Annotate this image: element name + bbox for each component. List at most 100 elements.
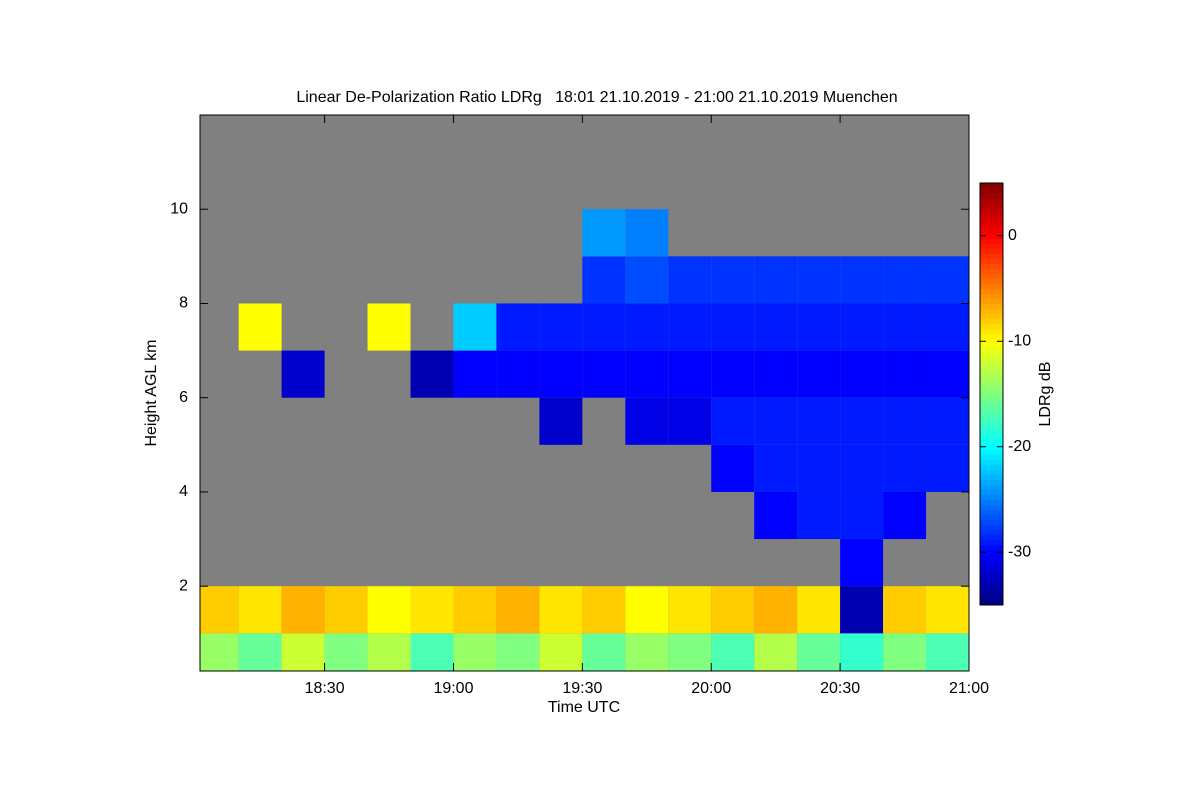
colorbar-step [980,579,1003,586]
heatmap-cell [281,633,325,671]
colorbar-step [980,183,1003,189]
heatmap-cell [926,397,969,445]
colorbar-step [980,348,1003,355]
heatmap-cell [668,256,712,304]
colorbar-step [980,258,1003,264]
colorbar-step [980,263,1003,269]
heatmap-cell [668,397,712,445]
x-axis-label: Time UTC [548,699,620,716]
colorbar-step [980,484,1003,490]
x-tick-label: 19:30 [562,680,602,697]
colorbar-step [980,188,1003,194]
heatmap-cell [281,586,325,634]
heatmap-cell [797,256,841,304]
colorbar-step [980,273,1003,279]
heatmap-cell [582,303,626,351]
colorbar-step [980,524,1003,531]
heatmap-cell [367,633,411,671]
colorbar-frame [979,182,1004,606]
heatmap-cell [238,303,282,351]
colorbar-step [980,504,1003,511]
colorbar-step [980,378,1003,385]
heatmap-cell [625,256,669,304]
colorbar-step [980,368,1003,375]
colorbar-step [980,323,1003,330]
heatmap-cell [711,397,755,445]
heatmap-cell [200,633,239,671]
heatmap-cell [625,586,669,634]
colorbar-step [980,434,1003,440]
x-tick-label: 19:00 [433,680,473,697]
heatmap-cell [410,350,454,398]
colorbar-step [980,328,1003,335]
colorbar-step [980,569,1003,576]
heatmap-cell [582,586,626,634]
heatmap-cell [754,303,798,351]
colorbar-step [980,298,1003,305]
heatmap-cell [754,586,798,634]
colorbar-step [980,373,1003,380]
colorbar-step [980,534,1003,541]
colorbar-step [980,419,1003,425]
colorbar-step [980,489,1003,495]
heatmap-cell [754,633,798,671]
colorbar-step [980,253,1003,259]
colorbar-step [980,283,1003,289]
heatmap-cell [797,444,841,492]
y-tick-label: 10 [170,200,188,217]
heatmap-cell [926,303,969,351]
y-tick-label: 4 [179,483,188,500]
colorbar-tick-label: -20 [1008,438,1031,455]
heatmap-cell [926,633,969,671]
colorbar-step [980,469,1003,475]
heatmap-cell [668,303,712,351]
colorbar-step [980,529,1003,536]
heatmap-cell [668,586,712,634]
colorbar-step [980,268,1003,274]
colorbar-step [980,399,1003,405]
heatmap-cell [367,303,411,351]
colorbar-step [980,574,1003,581]
heatmap-cell [840,303,884,351]
colorbar-step [980,193,1003,199]
colorbar-step [980,554,1003,561]
heatmap-cell [453,633,497,671]
heatmap-cell [238,633,282,671]
colorbar-step [980,203,1003,209]
heatmap-cell [797,303,841,351]
heatmap-cell [668,633,712,671]
colorbar-step [980,559,1003,566]
colorbar-step [980,343,1003,350]
colorbar-step [980,509,1003,516]
colorbar-step [980,318,1003,325]
x-tick-label: 20:30 [820,680,860,697]
heatmap-cell [539,633,583,671]
x-tick-label: 21:00 [949,680,989,697]
colorbar-step [980,599,1003,606]
y-tick-label: 8 [179,295,188,312]
heatmap-cell [840,586,884,634]
heatmap-cell [625,350,669,398]
heatmap-cell [883,491,927,540]
colorbar-step [980,338,1003,345]
heatmap-cell [625,303,669,351]
colorbar-step [980,363,1003,370]
colorbar-step [980,464,1003,470]
heatmap-cell [410,586,454,634]
heatmap-cell [496,303,540,351]
heatmap-cell [625,209,669,257]
heatmap-cell [797,397,841,445]
heatmap-cell [883,633,927,671]
colorbar-step [980,208,1003,214]
colorbar-step [980,494,1003,500]
colorbar-step [980,589,1003,596]
heatmap-cell [711,303,755,351]
colorbar-step [980,454,1003,460]
colorbar-tick-label: 0 [1008,227,1017,244]
heatmap-cell [238,586,282,634]
y-tick-label: 2 [179,577,188,594]
heatmap-cell [883,303,927,351]
colorbar-tick-label: -30 [1008,543,1031,560]
y-tick-label: 6 [179,389,188,406]
